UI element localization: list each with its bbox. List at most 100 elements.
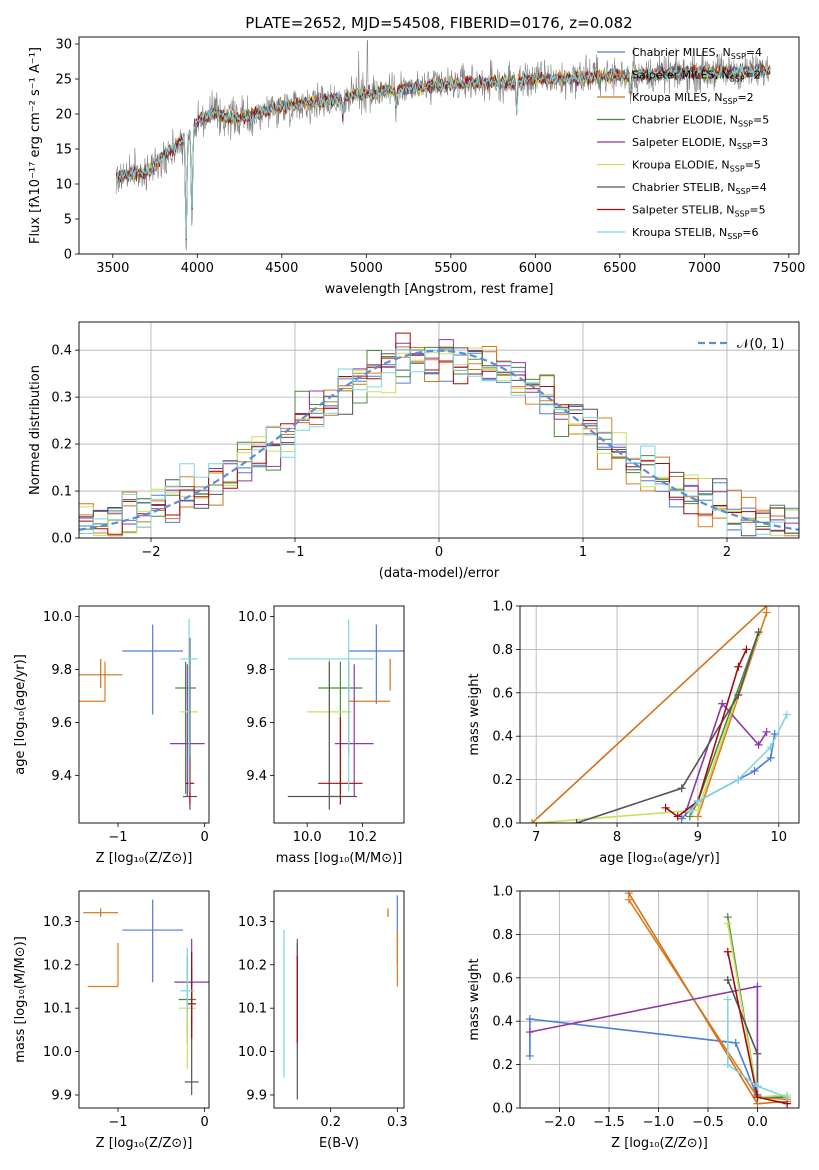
errorbar-point-0 xyxy=(348,624,404,704)
weight-marker-7-0 xyxy=(661,803,670,812)
axes-frame xyxy=(78,321,800,539)
x-tick-label: 4000 xyxy=(181,261,214,276)
weight-marker-7-3 xyxy=(734,662,743,671)
x-tick-label: 0.2 xyxy=(320,1115,341,1130)
x-tick-label: 7 xyxy=(532,830,540,845)
legend-n-sub: SSP xyxy=(737,142,752,151)
x-axis-label: Z [log₁₀(Z/Z⊙)] xyxy=(611,1136,708,1151)
errorbar-point-4 xyxy=(170,664,205,797)
legend-nssp: 5 xyxy=(754,159,761,172)
axes-frame xyxy=(519,605,800,824)
weight-marker-8-0 xyxy=(685,808,694,817)
plot-area xyxy=(287,619,404,810)
weight-series-8 xyxy=(689,714,788,813)
y-axis-label: mass [log₁₀(M/M⊙)] xyxy=(13,936,28,1063)
y-tick-label: 9.6 xyxy=(51,716,72,731)
weight-marker-6-2 xyxy=(734,690,743,699)
figure-title: PLATE=2652, MJD=54508, FIBERID=0176, z=0… xyxy=(245,14,632,32)
y-axis-label: mass weight xyxy=(467,673,482,755)
weight-marker-0-3 xyxy=(750,766,759,775)
y-tick-label: 0.8 xyxy=(492,643,513,658)
errorbar-point-8 xyxy=(180,619,198,792)
errorbar-point-1 xyxy=(87,943,119,988)
weight-marker-2-1 xyxy=(762,606,771,610)
legend-entry-5: Kroupa ELODIE, NSSP=5 xyxy=(632,159,761,174)
y-tick-label: 9.4 xyxy=(246,769,267,784)
legend-eq: = xyxy=(749,204,758,217)
y-tick-label: 0.1 xyxy=(51,485,72,500)
legend-entry-1: Salpeter MILES, NSSP=2 xyxy=(632,69,761,84)
x-tick-label: 5500 xyxy=(434,261,467,276)
weight-marker-5-1 xyxy=(693,805,702,814)
legend-eq: = xyxy=(742,226,751,239)
weight-marker-7-1 xyxy=(673,812,682,821)
y-tick-label: 10.1 xyxy=(43,1002,72,1017)
weight-series-3 xyxy=(689,631,760,817)
weight-marker-4-1 xyxy=(718,699,727,708)
x-tick-label: 5000 xyxy=(350,261,383,276)
errorbar-point-4 xyxy=(334,664,374,797)
legend-model-name: Kroupa ELODIE xyxy=(632,159,714,172)
y-tick-label: 30 xyxy=(55,38,72,53)
legend-entry-7: Salpeter STELIB, NSSP=5 xyxy=(632,204,766,219)
legend-eq: = xyxy=(753,114,762,127)
x-tick-label: 0.3 xyxy=(387,1115,408,1130)
panel-residuals: −2 −1 0 1 2 0.0 0.1 0.2 0.3 0.4 (data-model)/error… xyxy=(28,321,800,581)
weight-marker-8-0 xyxy=(723,995,732,1004)
legend-n-label: , N xyxy=(716,46,731,59)
y-tick-label: 5 xyxy=(64,213,72,228)
legend-model-name: Salpeter STELIB xyxy=(632,204,719,217)
legend-entry-6: Chabrier STELIB, NSSP=4 xyxy=(632,181,767,196)
y-tick-label: 15 xyxy=(55,143,72,158)
errorbar-point-1 xyxy=(348,661,391,755)
y-tick-label: 10.0 xyxy=(43,1045,72,1060)
y-axis-label: Flux [fλ10⁻¹⁷ erg cm⁻² s⁻¹ A⁻¹] xyxy=(28,47,43,244)
legend-n-label: , N xyxy=(722,136,737,149)
y-tick-label: 10 xyxy=(55,178,72,193)
x-tick-label: 10.0 xyxy=(293,830,322,845)
histogram-6 xyxy=(79,346,799,538)
legend-nssp: 6 xyxy=(751,226,758,239)
x-tick-label: 2 xyxy=(723,545,731,560)
legend-n-label: , N xyxy=(714,159,729,172)
x-tick-label: 1 xyxy=(579,545,587,560)
plot-area xyxy=(83,899,209,1095)
weight-marker-4-1 xyxy=(753,982,762,991)
plot-area xyxy=(115,40,771,251)
legend-entry-8: Kroupa STELIB, NSSP=6 xyxy=(632,226,758,241)
legend-nssp: 4 xyxy=(755,46,762,59)
legend-n-sub: SSP xyxy=(731,52,746,61)
weight-marker-6-1 xyxy=(753,1049,762,1058)
legend-eq: = xyxy=(746,46,755,59)
x-tick-label: 10.2 xyxy=(348,830,377,845)
y-tick-label: 0.4 xyxy=(492,730,513,745)
weight-marker-8-2 xyxy=(753,1082,762,1091)
weight-marker-2-0 xyxy=(624,891,633,898)
errorbar-point-3 xyxy=(175,661,196,794)
legend-nssp: 5 xyxy=(762,114,769,127)
plot-area xyxy=(520,891,799,1108)
y-tick-label: 9.9 xyxy=(51,1088,72,1103)
legend-eq: = xyxy=(737,91,746,104)
panel-weight-vs-age: 7 8 9 10 0.0 0.2 0.4 0.6 0.8 1.0 age [log₁₀(age/yr… xyxy=(467,600,800,866)
x-tick-label: −1 xyxy=(285,545,304,560)
y-tick-label: 10.3 xyxy=(238,915,267,930)
axes-frame xyxy=(273,890,405,1109)
y-tick-label: 10.3 xyxy=(43,915,72,930)
legend-eq: = xyxy=(745,69,754,82)
legend-entry-4: Salpeter ELODIE, NSSP=3 xyxy=(632,136,768,151)
y-tick-label: 0.2 xyxy=(492,1058,513,1073)
weight-marker-4-3 xyxy=(762,727,771,736)
axes-frame xyxy=(78,605,210,824)
x-axis-label: mass [log₁₀(M/M⊙)] xyxy=(276,851,403,866)
weight-marker-5-0 xyxy=(723,919,732,928)
weight-marker-2-0 xyxy=(528,819,537,823)
legend-n-label: , N xyxy=(707,91,722,104)
y-tick-label: 9.8 xyxy=(51,663,72,678)
y-tick-label: 0.2 xyxy=(492,773,513,788)
y-tick-label: 10.0 xyxy=(43,610,72,625)
x-axis-label: wavelength [Angstrom, rest frame] xyxy=(325,282,554,297)
y-tick-label: 0.3 xyxy=(51,391,72,406)
legend-model-name: Chabrier STELIB xyxy=(632,181,720,194)
weight-marker-0-0 xyxy=(677,814,686,823)
